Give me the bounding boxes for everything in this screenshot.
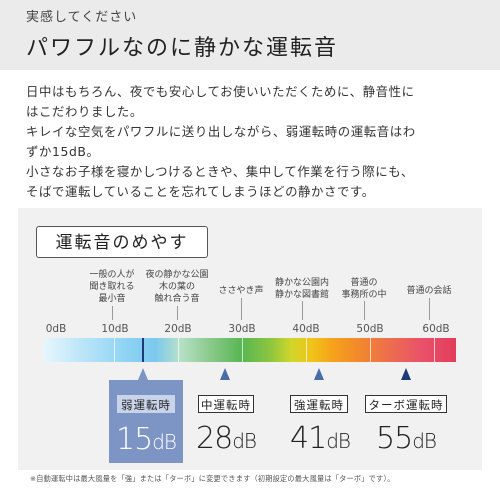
scale-tick: 10dB — [101, 323, 129, 335]
bar-divider — [114, 338, 115, 362]
value-unit: dB — [412, 429, 437, 453]
description-line: キレイな空気をパワフルに送り出しながら、弱運転時の運転音はわ — [26, 124, 416, 139]
strong-mode-label: 強運転時 — [290, 395, 348, 413]
description-line: そばで運転していることを忘れてしまうほどの静かさです。 — [26, 184, 375, 199]
description-line: ずか15dB。 — [26, 144, 100, 159]
example-label-minimum: 一般の人が 聞き取れる 最小音 — [89, 269, 134, 305]
example-label-leaves: 夜の静かな公園 木の葉の 触れ合う音 — [145, 269, 208, 305]
example-label-office: 普通の 事務所の中 — [341, 277, 386, 301]
weak-mode-label: 弱運転時 — [117, 395, 175, 413]
value-unit: dB — [152, 430, 177, 454]
turbo-mode-label: ターボ運転時 — [365, 395, 447, 413]
turbo-mode-arrow-icon — [401, 368, 411, 380]
example-label-whisper: ささやき声 — [218, 285, 263, 297]
panel-heading: 運転音のめやす — [36, 226, 208, 258]
medium-mode-label: 中運転時 — [198, 395, 254, 413]
scale-tick: 40dB — [292, 323, 320, 335]
scale-tick: 60dB — [422, 323, 450, 335]
medium-mode-value: 28dB — [196, 421, 257, 456]
example-text: 触れ合う音 — [154, 294, 200, 304]
example-text: 木の葉の — [158, 282, 196, 292]
guide-line — [302, 301, 303, 320]
description: 日中はもちろん、夜でも安心してお使いいただくために、静音性に はこだわりました。… — [26, 82, 486, 202]
example-text: 普通の — [350, 278, 378, 288]
value-number: 15 — [116, 422, 153, 457]
example-text: 事務所の中 — [341, 290, 387, 300]
example-text: 普通の会話 — [406, 286, 452, 296]
example-text: 静かな公園内 — [274, 278, 330, 288]
footnote: ※自動運転中は最大風量を「強」または「ターボ」に変更できます（初期設定の最大風量… — [30, 474, 395, 483]
example-text: 静かな図書館 — [274, 290, 330, 300]
scale-tick: 20dB — [164, 323, 192, 335]
strong-mode-arrow-icon — [314, 368, 324, 380]
strong-mode-value: 41dB — [290, 421, 351, 456]
header-subtitle: 実感してください — [26, 10, 138, 25]
guide-line — [429, 298, 430, 320]
guide-line — [364, 301, 365, 320]
scale-tick: 30dB — [228, 323, 256, 335]
example-text: ささやき声 — [218, 286, 264, 296]
bar-divider — [306, 338, 307, 362]
bar-divider — [242, 338, 243, 362]
medium-mode-arrow-icon — [220, 368, 230, 380]
example-text: 夜の静かな公園 — [145, 270, 209, 280]
example-label-library: 静かな公園内 静かな図書館 — [275, 277, 329, 301]
guide-line — [177, 306, 178, 320]
value-unit: dB — [232, 429, 257, 453]
description-line: はこだわりました。 — [26, 104, 143, 119]
description-line: 日中はもちろん、夜でも安心してお使いいただくために、静音性に — [26, 84, 415, 99]
weak-mode-value: 15dB — [116, 422, 177, 457]
bar-divider — [434, 338, 435, 362]
value-unit: dB — [326, 429, 351, 453]
weak-mode-arrow-icon — [138, 368, 148, 380]
scale-tick: 0dB — [45, 323, 67, 335]
noise-level-bar — [44, 338, 456, 362]
value-number: 28 — [196, 421, 233, 456]
guide-line — [112, 306, 113, 320]
example-label-conversation: 普通の会話 — [406, 285, 451, 297]
example-text: 聞き取れる — [89, 282, 135, 292]
value-number: 55 — [376, 421, 413, 456]
weak-mode-highlight: 弱運転時 15dB — [109, 380, 183, 463]
bar-divider — [370, 338, 371, 362]
description-line: 小さなお子様を寝かしつけるときや、集中して作業を行う際にも、 — [26, 164, 414, 179]
value-number: 41 — [290, 421, 327, 456]
header-title: パワフルなのに静かな運転音 — [26, 36, 339, 61]
turbo-mode-value: 55dB — [376, 421, 437, 456]
weak-mode-marker — [142, 338, 144, 362]
example-text: 一般の人が — [89, 270, 135, 280]
scale-tick: 50dB — [356, 323, 384, 335]
bar-divider — [178, 338, 179, 362]
example-text: 最小音 — [98, 294, 126, 304]
header-banner: 実感してください パワフルなのに静かな運転音 — [0, 0, 500, 70]
guide-line — [241, 298, 242, 320]
